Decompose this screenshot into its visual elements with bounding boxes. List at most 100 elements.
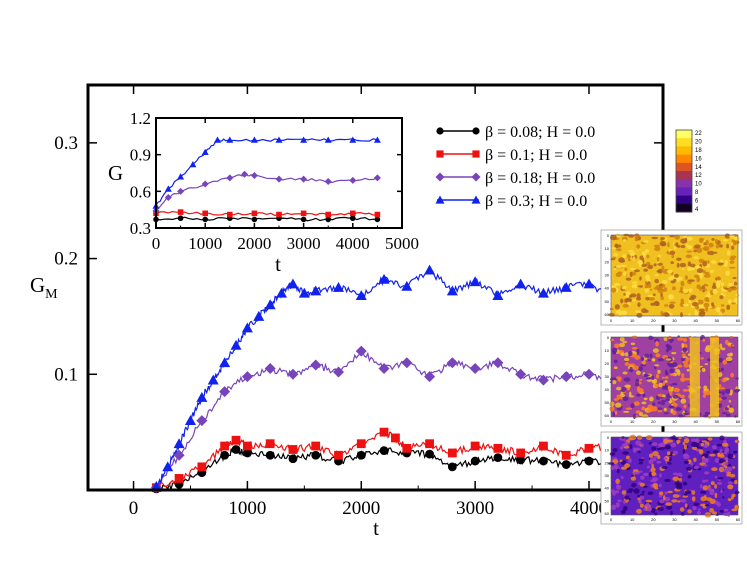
inset-series-2-point (324, 178, 332, 186)
colorbar-label: 12 (695, 173, 702, 179)
svg-text:50: 50 (605, 299, 610, 304)
inset-series-1-point (300, 210, 307, 217)
legend-entry-label: β = 0.3; H = 0.0 (485, 193, 587, 210)
main-series-2-point (469, 363, 481, 374)
inset-series-3-point (214, 136, 221, 143)
svg-text:0: 0 (610, 419, 613, 424)
main-series-3-point (207, 374, 219, 385)
main-series-0-point (470, 456, 480, 466)
svg-text:10: 10 (630, 419, 635, 424)
svg-text:30: 30 (605, 273, 610, 278)
main-series-2-point (332, 366, 344, 378)
y-tick-label: 0.3 (130, 219, 151, 238)
svg-text:50: 50 (715, 419, 720, 424)
main-series-1-point (356, 439, 366, 449)
inset-ticks: 0 1000 2000 3000 4000 5000 0.3 0.6 0.9 1.2 (130, 109, 419, 253)
inset-series-1-point (202, 210, 208, 217)
main-series-3-point (276, 287, 288, 298)
main-series-0-point (379, 446, 389, 456)
main-series-2-point (560, 371, 572, 383)
main-series-3-point (560, 282, 572, 292)
inset-series-0-point (202, 216, 208, 223)
colorbar-segment (676, 187, 692, 197)
colorbar-label: 4 (695, 207, 699, 213)
svg-text:10: 10 (605, 448, 610, 453)
main-series-3-point (298, 287, 310, 298)
main-series-1-point (493, 443, 503, 453)
legend-marker (436, 150, 444, 158)
svg-text:40: 40 (693, 517, 698, 522)
main-series-3-point (150, 481, 162, 491)
svg-text:20: 20 (605, 259, 610, 264)
x-tick-label: 5000 (385, 234, 419, 253)
main-series-1-point (402, 443, 412, 453)
svg-text:50: 50 (715, 318, 720, 323)
main-series-0-point (584, 456, 594, 466)
inset-series-2-point (201, 180, 209, 188)
svg-text:30: 30 (605, 374, 610, 379)
inset-series-3-point (189, 160, 197, 168)
main-series-3-point (492, 290, 504, 300)
main-series-0-point (220, 450, 230, 460)
main-series-1-point (561, 450, 571, 460)
inset-series-line-1 (155, 210, 378, 217)
main-series-3-point (173, 438, 185, 449)
main-series-2-point (219, 386, 231, 398)
main-series-2-point (264, 363, 276, 374)
inset-series-3-point (275, 136, 283, 143)
main-series-3-point (446, 285, 458, 296)
inset-series-3-point (324, 136, 332, 143)
y-tick-label: 1.2 (130, 109, 151, 128)
main-series-3-point (184, 415, 196, 425)
x-tick-label: 1000 (188, 234, 222, 253)
svg-text:20: 20 (651, 517, 656, 522)
svg-text:10: 10 (630, 517, 635, 522)
svg-text:0: 0 (610, 517, 613, 522)
main-series-1-point (539, 441, 548, 451)
svg-text:40: 40 (693, 318, 698, 323)
svg-text:30: 30 (672, 318, 677, 323)
main-series-3-point (264, 299, 276, 310)
colorbar-segment (676, 195, 692, 205)
svg-text:40: 40 (605, 286, 610, 291)
colorbar-segment (676, 162, 692, 172)
colorbar-segment (676, 171, 692, 180)
colorbar-label: 22 (695, 131, 702, 137)
svg-text:20: 20 (605, 361, 610, 366)
svg-text:30: 30 (672, 419, 677, 424)
inset-series-1-point (251, 210, 258, 217)
colorbar: 22 20 18 16 14 12 10 8 6 4 (675, 129, 702, 213)
main-series-0-point (265, 450, 275, 460)
y-tick-label: 0.9 (130, 146, 151, 165)
inset-x-axis-label: t (275, 252, 281, 276)
main-y-axis-label-sub: M (45, 287, 58, 302)
svg-text:50: 50 (605, 400, 610, 405)
main-series-1-point (288, 445, 298, 454)
main-series-2-point (378, 363, 390, 374)
svg-text:0: 0 (610, 318, 613, 323)
inset-background (156, 118, 402, 228)
main-series-1-point (197, 462, 207, 472)
main-series-0-point (447, 462, 457, 472)
inset-series-1-point (350, 210, 356, 217)
svg-text:50: 50 (715, 517, 720, 522)
x-tick-label: 4000 (336, 234, 370, 253)
main-series-2-point (355, 345, 367, 357)
main-series-2-point (310, 359, 322, 371)
svg-text:60: 60 (605, 511, 610, 516)
legend-entry-label: β = 0.08; H = 0.0 (485, 124, 595, 141)
main-series-3-point (332, 282, 344, 292)
main-y-axis-label: GM (30, 273, 58, 302)
inset-series-0-point (350, 215, 356, 222)
svg-text:30: 30 (605, 473, 610, 478)
main-series-3-point (424, 264, 436, 275)
svg-text:60: 60 (736, 517, 741, 522)
inset-series-1-point (325, 211, 331, 218)
y-tick-label: 0.6 (130, 182, 151, 201)
main-series-2-point (173, 449, 185, 461)
main-series-2-point (196, 415, 208, 427)
